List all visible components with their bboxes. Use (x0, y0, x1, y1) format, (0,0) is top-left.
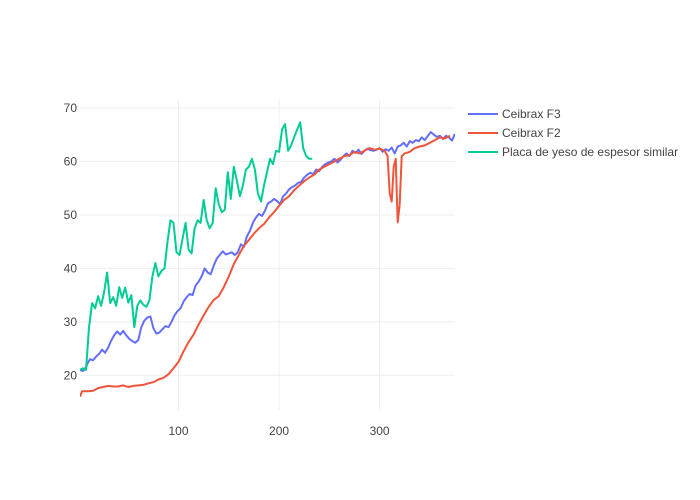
legend-item-3[interactable]: Placa de yeso de espesor similar (468, 145, 678, 159)
legend-item-2[interactable]: Ceibrax F2 (468, 126, 561, 140)
series-line-3 (80, 121, 313, 371)
y-tick-label: 20 (64, 368, 78, 382)
legend-label: Ceibrax F2 (502, 126, 561, 140)
y-tick-label: 50 (64, 208, 78, 222)
y-tick-label: 70 (64, 101, 78, 115)
y-tick-label: 40 (64, 261, 78, 275)
legend[interactable]: Ceibrax F3 Ceibrax F2 Placa de yeso de esp… (468, 107, 678, 159)
series-line-1 (80, 131, 455, 372)
legend-label: Ceibrax F3 (502, 107, 561, 121)
x-tick-label: 100 (169, 424, 189, 438)
legend-label: Placa de yeso de espesor similar (502, 145, 678, 159)
tick-layer: 100 200 300 20 30 40 50 60 70 (64, 101, 390, 438)
x-tick-label: 300 (370, 424, 390, 438)
x-tick-label: 200 (269, 424, 289, 438)
series-line-2 (80, 134, 451, 397)
y-tick-label: 60 (64, 154, 78, 168)
legend-item-1[interactable]: Ceibrax F3 (468, 107, 561, 121)
series-layer (80, 121, 455, 397)
y-tick-label: 30 (64, 315, 78, 329)
